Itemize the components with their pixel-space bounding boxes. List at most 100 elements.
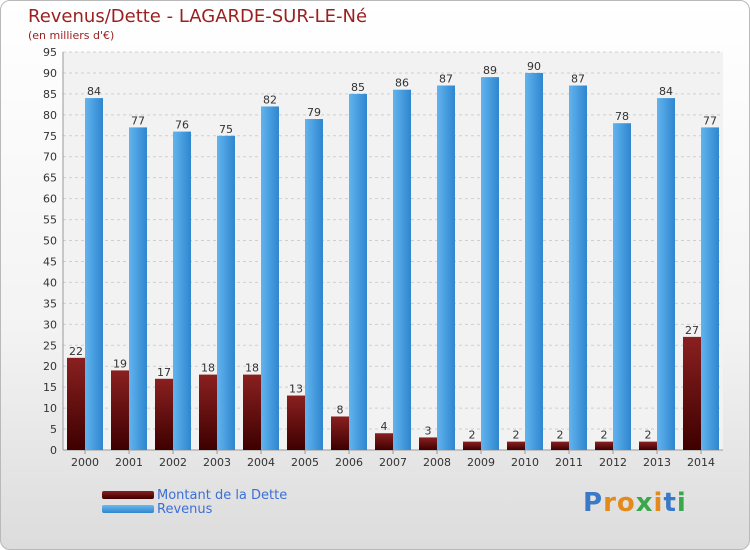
data-label: 18 (201, 362, 215, 375)
data-label: 85 (351, 81, 365, 94)
bar-revenus (701, 127, 719, 451)
data-label: 84 (659, 85, 673, 98)
bar-revenus (349, 93, 367, 450)
bar-dette (111, 370, 129, 450)
data-label: 78 (615, 110, 629, 123)
legend-swatch-dette (102, 491, 154, 499)
bar-dette (551, 441, 569, 450)
y-tick-label: 95 (43, 46, 57, 59)
bar-revenus (613, 123, 631, 450)
data-label: 22 (69, 345, 83, 358)
bar-revenus (437, 85, 455, 450)
data-label: 86 (395, 77, 409, 90)
x-tick-label: 2005 (291, 456, 319, 469)
bar-dette (595, 441, 613, 450)
y-tick-label: 25 (43, 339, 57, 352)
y-tick-label: 85 (43, 88, 57, 101)
legend-item-revenus: Revenus (102, 501, 213, 517)
bar-revenus (85, 98, 103, 450)
data-label: 87 (571, 73, 585, 86)
y-tick-label: 5 (50, 423, 57, 436)
data-label: 19 (113, 357, 127, 370)
y-tick-label: 45 (43, 255, 57, 268)
bar-dette (683, 336, 701, 450)
x-tick-label: 2000 (71, 456, 99, 469)
bar-revenus (569, 85, 587, 450)
y-tick-label: 40 (43, 276, 57, 289)
y-tick-label: 15 (43, 381, 57, 394)
logo-letter: r (603, 488, 617, 518)
data-label: 4 (381, 420, 388, 433)
bar-revenus (481, 77, 499, 450)
y-tick-label: 60 (43, 193, 57, 206)
y-tick-label: 50 (43, 235, 57, 248)
data-label: 2 (645, 429, 652, 442)
data-label: 75 (219, 123, 233, 136)
y-tick-label: 80 (43, 109, 57, 122)
y-tick-label: 55 (43, 214, 57, 227)
bar-dette (287, 395, 305, 450)
x-tick-label: 2002 (159, 456, 187, 469)
bar-dette (463, 441, 481, 450)
data-label: 2 (601, 429, 608, 442)
logo-letter: i (676, 488, 687, 518)
y-tick-label: 10 (43, 402, 57, 415)
x-tick-label: 2008 (423, 456, 451, 469)
x-tick-label: 2009 (467, 456, 495, 469)
bar-revenus (393, 89, 411, 450)
legend-label-dette: Montant de la Dette (157, 487, 288, 503)
logo-letter: P (583, 488, 604, 518)
bar-dette (639, 441, 657, 450)
legend-swatch-revenus (102, 505, 154, 513)
bar-revenus (217, 135, 235, 450)
bar-dette (199, 374, 217, 450)
data-label: 2 (557, 429, 564, 442)
bar-dette (243, 374, 261, 450)
data-label: 87 (439, 73, 453, 86)
logo-letter: x (635, 488, 654, 518)
data-label: 18 (245, 362, 259, 375)
y-tick-label: 0 (50, 444, 57, 457)
y-tick-label: 70 (43, 151, 57, 164)
data-label: 2 (513, 429, 520, 442)
bar-dette (507, 441, 525, 450)
y-tick-label: 65 (43, 172, 57, 185)
y-tick-label: 20 (43, 360, 57, 373)
bar-revenus (657, 98, 675, 450)
bar-revenus (305, 119, 323, 450)
y-tick-label: 35 (43, 297, 57, 310)
bar-dette (375, 433, 393, 450)
legend-label-revenus: Revenus (157, 501, 213, 517)
bar-dette (419, 437, 437, 450)
data-label: 27 (685, 324, 699, 337)
data-label: 89 (483, 64, 497, 77)
legend-item-dette: Montant de la Dette (102, 487, 288, 503)
chart-subtitle: (en milliers d'€) (28, 29, 115, 42)
x-tick-label: 2014 (687, 456, 715, 469)
data-label: 3 (425, 424, 432, 437)
data-label: 90 (527, 60, 541, 73)
logo-letter: i (653, 488, 664, 518)
bar-dette (155, 378, 173, 450)
bar-revenus (129, 127, 147, 451)
x-tick-label: 2003 (203, 456, 231, 469)
bar-dette (67, 357, 85, 450)
data-label: 77 (703, 114, 717, 127)
x-tick-label: 2007 (379, 456, 407, 469)
bar-dette (331, 416, 349, 450)
logo-letter: o (616, 488, 636, 518)
data-label: 82 (263, 93, 277, 106)
x-tick-label: 2010 (511, 456, 539, 469)
bar-revenus (173, 131, 191, 450)
y-tick-label: 75 (43, 130, 57, 143)
data-label: 76 (175, 119, 189, 132)
x-tick-label: 2006 (335, 456, 363, 469)
data-label: 8 (337, 403, 344, 416)
x-tick-label: 2004 (247, 456, 275, 469)
chart-title: Revenus/Dette - LAGARDE-SUR-LE-Né (28, 6, 368, 27)
x-tick-label: 2012 (599, 456, 627, 469)
bar-revenus (261, 106, 279, 450)
x-tick-label: 2013 (643, 456, 671, 469)
